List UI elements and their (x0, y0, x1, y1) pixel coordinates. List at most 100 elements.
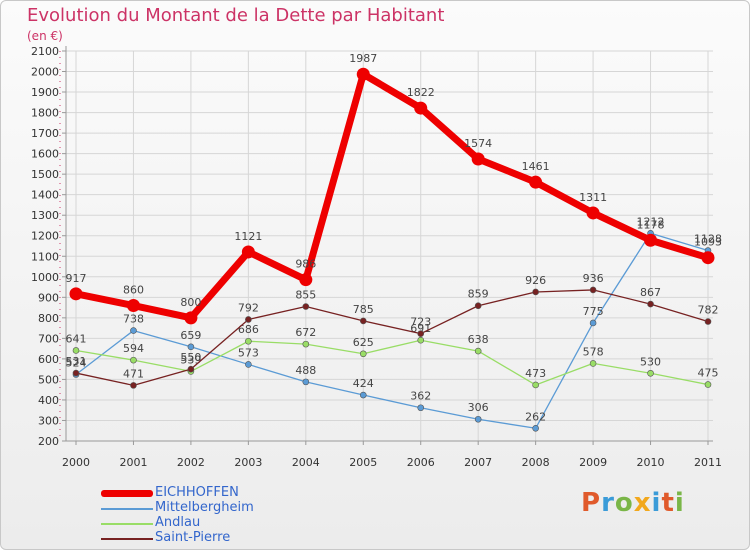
chart-title: Evolution du Montant de la Dette par Hab… (27, 5, 445, 26)
data-point-andlau (532, 381, 539, 389)
x-tick-label: 2001 (119, 456, 147, 469)
data-point-eichhoffen (356, 67, 370, 81)
data-label-mittelbergheim: 659 (180, 329, 201, 342)
x-tick-label: 2003 (234, 456, 262, 469)
data-point-eichhoffen (126, 299, 140, 313)
logo-letter: i (674, 488, 685, 518)
data-label-eichhoffen: 800 (180, 296, 201, 309)
data-label-eichhoffen: 1822 (407, 86, 435, 99)
data-label-saint-pierre: 782 (698, 304, 719, 317)
legend-label-saint-pierre: Saint-Pierre (155, 530, 231, 545)
data-point-saint-pierre (359, 317, 367, 325)
data-label-saint-pierre: 550 (180, 351, 201, 364)
data-point-andlau (417, 336, 425, 344)
series-line-mittelbergheim (75, 232, 709, 429)
y-tick-label: 1100 (31, 250, 59, 263)
data-label-eichhoffen: 1987 (349, 52, 377, 65)
series-line-andlau (75, 339, 709, 386)
y-tick-label: 1900 (31, 86, 59, 99)
y-tick-label: 1600 (31, 148, 59, 161)
legend-item-andlau: Andlau (101, 515, 341, 531)
logo-letter: i (651, 488, 662, 518)
data-point-andlau (245, 337, 252, 345)
x-tick-label: 2004 (292, 456, 320, 469)
data-point-mittelbergheim (359, 391, 367, 399)
y-tick-label: 1200 (31, 230, 59, 243)
y-tick-label: 1000 (31, 271, 59, 284)
y-tick-label: 800 (38, 312, 59, 325)
data-label-eichhoffen: 1093 (694, 236, 722, 249)
x-tick-label: 2008 (522, 456, 550, 469)
legend-swatch-saint-pierre (101, 538, 153, 540)
data-label-saint-pierre: 792 (238, 301, 259, 314)
data-point-mittelbergheim (532, 424, 539, 432)
data-label-mittelbergheim: 1212 (637, 215, 665, 228)
legend: EICHHOFFEN Mittelbergheim Andlau Saint-P… (101, 485, 341, 546)
data-point-eichhoffen (586, 206, 600, 220)
y-tick-label: 500 (38, 373, 59, 386)
data-label-mittelbergheim: 524 (66, 356, 87, 369)
data-point-andlau (474, 347, 482, 355)
x-tick-label: 2002 (177, 456, 205, 469)
y-tick-label: 1700 (31, 127, 59, 140)
data-point-saint-pierre (130, 382, 137, 389)
y-tick-label: 600 (38, 353, 59, 366)
series-line-saint-pierre (75, 289, 709, 387)
data-point-saint-pierre (245, 316, 252, 323)
proxiti-logo: Proxiti (581, 488, 685, 518)
data-point-mittelbergheim (245, 361, 252, 368)
x-tick-label: 2011 (694, 456, 722, 469)
logo-letter: o (614, 488, 634, 518)
y-tick-label: 300 (38, 414, 59, 427)
data-point-saint-pierre (187, 365, 195, 373)
data-label-andlau: 594 (123, 342, 144, 355)
legend-label-eichhoffen: EICHHOFFEN (155, 485, 239, 500)
data-point-andlau (589, 360, 597, 367)
x-tick-label: 2000 (62, 456, 90, 469)
data-label-mittelbergheim: 573 (238, 346, 259, 359)
y-tick-label: 2100 (31, 45, 59, 58)
data-label-eichhoffen: 917 (66, 272, 87, 285)
data-label-andlau: 625 (353, 336, 374, 349)
data-label-saint-pierre: 785 (353, 303, 374, 316)
x-tick-label: 2007 (464, 456, 492, 469)
data-point-andlau (72, 347, 80, 354)
data-label-saint-pierre: 936 (583, 272, 604, 285)
data-label-eichhoffen: 986 (295, 258, 316, 271)
data-label-mittelbergheim: 738 (123, 313, 144, 326)
data-label-saint-pierre: 531 (66, 355, 87, 368)
legend-swatch-andlau (101, 523, 153, 525)
data-point-mittelbergheim (417, 404, 425, 412)
data-label-andlau: 641 (66, 332, 87, 345)
data-label-saint-pierre: 723 (410, 316, 431, 329)
y-tick-label: 1500 (31, 168, 59, 181)
data-label-mittelbergheim: 1128 (694, 233, 722, 246)
data-point-mittelbergheim (187, 343, 195, 351)
data-label-andlau: 473 (525, 367, 546, 380)
chart-subtitle: (en €) (27, 29, 63, 43)
y-tick-label: 1400 (31, 189, 59, 202)
data-label-eichhoffen: 1461 (522, 160, 550, 173)
data-label-andlau: 672 (295, 326, 316, 339)
data-label-andlau: 638 (468, 333, 489, 346)
data-label-mittelbergheim: 488 (295, 364, 316, 377)
data-label-eichhoffen: 1178 (637, 218, 665, 231)
y-tick-label: 200 (38, 435, 59, 448)
data-label-saint-pierre: 855 (295, 289, 316, 302)
data-point-mittelbergheim (474, 415, 482, 423)
data-point-saint-pierre (589, 286, 597, 294)
data-point-saint-pierre (417, 330, 425, 337)
data-point-saint-pierre (704, 318, 712, 325)
x-tick-label: 2010 (637, 456, 665, 469)
data-label-mittelbergheim: 262 (525, 410, 546, 423)
data-point-eichhoffen (241, 245, 255, 259)
data-point-eichhoffen (644, 233, 658, 247)
data-point-eichhoffen (184, 311, 198, 325)
logo-letter: P (581, 488, 602, 518)
data-label-mittelbergheim: 362 (410, 390, 431, 403)
data-point-mittelbergheim (589, 319, 597, 327)
legend-item-mittelbergheim: Mittelbergheim (101, 500, 341, 516)
legend-label-andlau: Andlau (155, 515, 201, 530)
